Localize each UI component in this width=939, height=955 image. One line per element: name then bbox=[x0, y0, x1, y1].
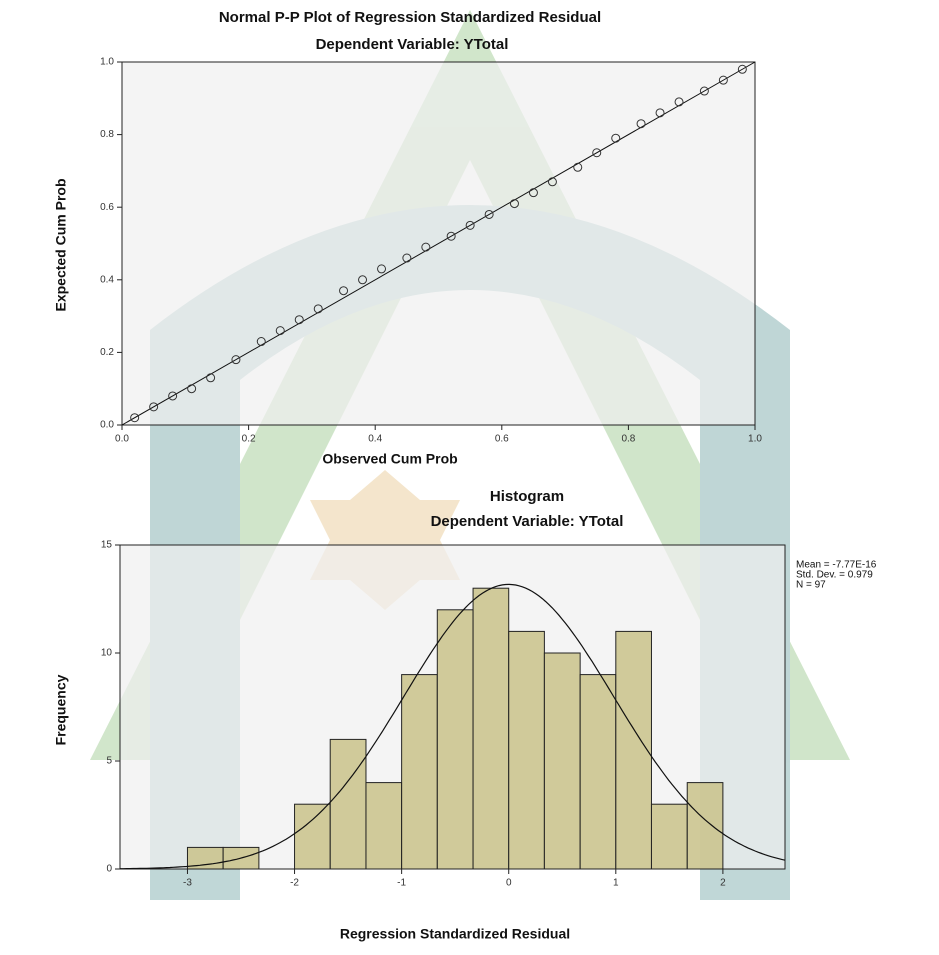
y-tick-label: 0.8 bbox=[100, 129, 114, 140]
y-tick-label: 1.0 bbox=[100, 57, 114, 68]
x-tick-label: 0.8 bbox=[621, 434, 635, 445]
y-tick-label: 0.6 bbox=[100, 202, 114, 213]
x-tick-label: 1 bbox=[613, 878, 619, 889]
x-tick-label: -2 bbox=[290, 878, 299, 889]
bar bbox=[295, 804, 331, 869]
x-tick-label: 0.0 bbox=[115, 434, 129, 445]
y-tick-label: 15 bbox=[101, 540, 113, 551]
chart-title: Normal P-P Plot of Regression Standardiz… bbox=[219, 9, 601, 26]
x-tick-label: 0.6 bbox=[495, 434, 509, 445]
x-axis-title: Observed Cum Prob bbox=[322, 451, 457, 467]
y-tick-label: 0.0 bbox=[100, 420, 114, 431]
x-tick-label: -1 bbox=[397, 878, 406, 889]
bar bbox=[366, 783, 402, 869]
x-tick-label: 2 bbox=[720, 878, 726, 889]
bar bbox=[509, 631, 545, 869]
bar bbox=[616, 631, 652, 869]
stat-label: N = 97 bbox=[796, 580, 826, 591]
y-axis-title: Frequency bbox=[53, 674, 69, 745]
chart-subtitle: Dependent Variable: YTotal bbox=[316, 36, 509, 53]
y-tick-label: 10 bbox=[101, 648, 113, 659]
y-axis-title: Expected Cum Prob bbox=[53, 178, 69, 311]
page: Normal P-P Plot of Regression Standardiz… bbox=[0, 0, 939, 955]
x-tick-label: 0.4 bbox=[368, 434, 382, 445]
bar bbox=[330, 739, 366, 869]
bar bbox=[580, 675, 616, 869]
bar bbox=[437, 610, 473, 869]
y-tick-label: 0 bbox=[106, 864, 112, 875]
x-tick-label: -3 bbox=[183, 878, 192, 889]
chart-subtitle: Dependent Variable: YTotal bbox=[431, 513, 624, 530]
chart-title: Histogram bbox=[490, 488, 564, 505]
bar bbox=[544, 653, 580, 869]
y-tick-label: 0.4 bbox=[100, 274, 114, 285]
x-tick-label: 0 bbox=[506, 878, 512, 889]
bar bbox=[402, 675, 438, 869]
bar bbox=[473, 588, 509, 869]
y-tick-label: 0.2 bbox=[100, 347, 114, 358]
y-tick-label: 5 bbox=[106, 756, 112, 767]
bar bbox=[687, 783, 723, 869]
x-tick-label: 1.0 bbox=[748, 434, 762, 445]
bar bbox=[651, 804, 687, 869]
x-axis-title: Regression Standardized Residual bbox=[340, 926, 570, 942]
x-tick-label: 0.2 bbox=[242, 434, 256, 445]
